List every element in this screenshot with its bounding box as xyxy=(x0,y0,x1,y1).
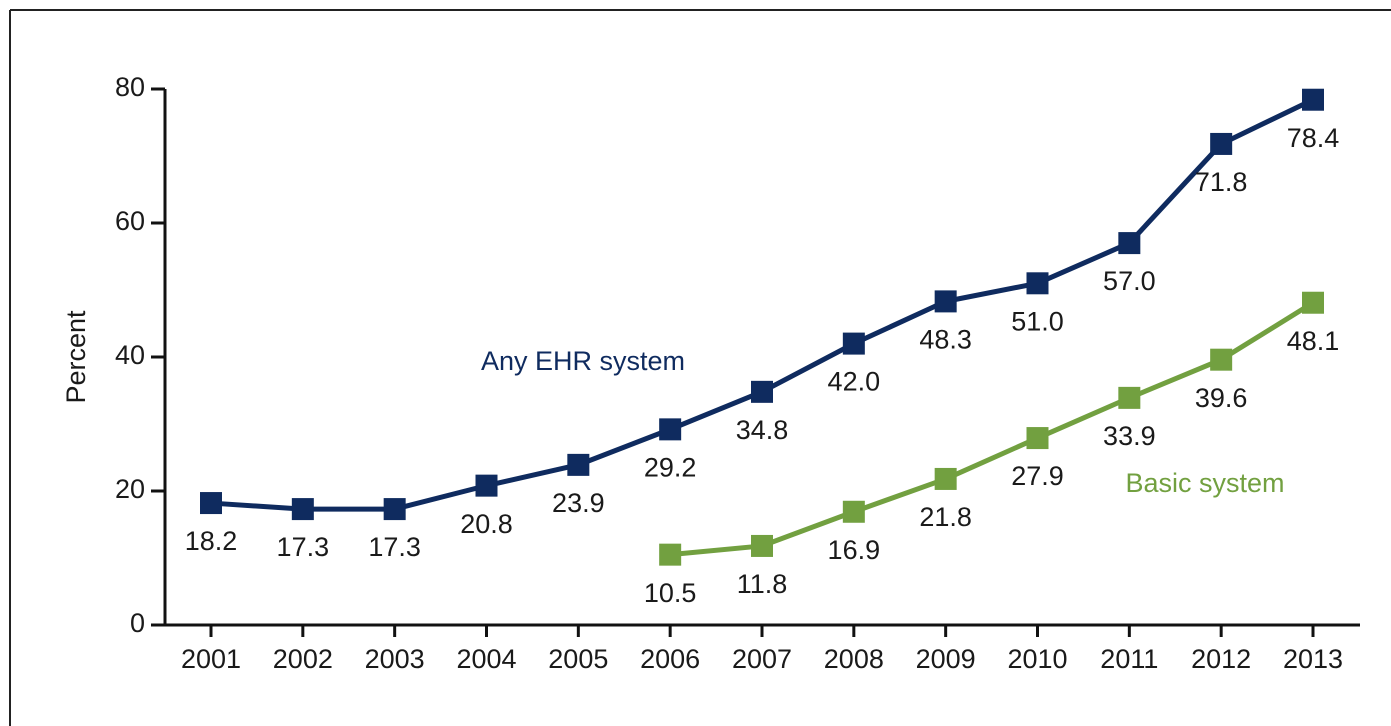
data-label: 18.2 xyxy=(185,526,238,556)
series-name: Any EHR system xyxy=(481,346,685,376)
marker xyxy=(200,492,222,515)
x-tick-label: 2006 xyxy=(640,644,700,674)
marker xyxy=(751,380,773,403)
data-label: 48.1 xyxy=(1287,326,1340,356)
data-label: 34.8 xyxy=(736,415,789,445)
x-tick-label: 2005 xyxy=(548,644,608,674)
marker xyxy=(1118,232,1141,255)
data-label: 78.4 xyxy=(1287,123,1340,153)
x-tick-label: 2011 xyxy=(1100,644,1158,674)
data-label: 11.8 xyxy=(737,569,788,599)
marker xyxy=(1210,348,1233,371)
data-label: 33.9 xyxy=(1103,421,1156,451)
x-tick-label: 2004 xyxy=(456,644,516,674)
marker xyxy=(659,418,682,441)
marker xyxy=(1302,291,1324,314)
x-tick-label: 2010 xyxy=(1007,644,1067,674)
x-tick-label: 2003 xyxy=(365,644,425,674)
marker xyxy=(842,500,865,523)
marker xyxy=(567,453,590,476)
marker xyxy=(934,467,957,490)
data-label: 29.2 xyxy=(644,452,697,482)
data-label: 39.6 xyxy=(1195,383,1248,413)
x-tick-label: 2009 xyxy=(916,644,976,674)
y-tick-label: 20 xyxy=(115,474,145,504)
marker xyxy=(1026,427,1049,450)
data-label: 71.8 xyxy=(1195,167,1248,197)
marker xyxy=(1026,272,1049,295)
y-axis-label: Percent xyxy=(61,310,91,404)
data-label: 17.3 xyxy=(368,532,421,562)
data-label: 20.8 xyxy=(460,509,513,539)
x-tick-label: 2008 xyxy=(824,644,884,674)
data-label: 10.5 xyxy=(644,578,697,608)
x-tick-label: 2002 xyxy=(273,644,333,674)
x-tick-label: 2012 xyxy=(1191,644,1251,674)
x-tick-label: 2013 xyxy=(1283,644,1343,674)
x-tick-label: 2001 xyxy=(181,644,241,674)
data-label: 57.0 xyxy=(1103,266,1156,296)
data-label: 51.0 xyxy=(1011,306,1064,336)
marker xyxy=(659,543,682,566)
data-label: 42.0 xyxy=(828,367,881,397)
series-name: Basic system xyxy=(1125,468,1284,498)
y-tick-label: 80 xyxy=(115,72,145,102)
marker xyxy=(383,498,406,521)
x-tick-label: 2007 xyxy=(732,644,792,674)
data-label: 17.3 xyxy=(277,532,330,562)
marker xyxy=(291,498,314,521)
marker xyxy=(751,534,773,557)
y-tick-label: 60 xyxy=(115,206,145,236)
data-label: 16.9 xyxy=(828,535,881,565)
y-tick-label: 40 xyxy=(115,340,145,370)
data-label: 48.3 xyxy=(919,325,972,355)
y-tick-label: 0 xyxy=(130,608,145,638)
data-label: 23.9 xyxy=(552,488,605,518)
marker xyxy=(1118,386,1141,409)
series-line xyxy=(669,300,1315,558)
marker xyxy=(1210,132,1233,155)
marker xyxy=(934,290,957,313)
data-label: 27.9 xyxy=(1011,461,1064,491)
marker xyxy=(475,474,498,497)
marker xyxy=(1302,88,1324,111)
data-label: 21.8 xyxy=(919,502,972,532)
marker xyxy=(842,332,865,355)
